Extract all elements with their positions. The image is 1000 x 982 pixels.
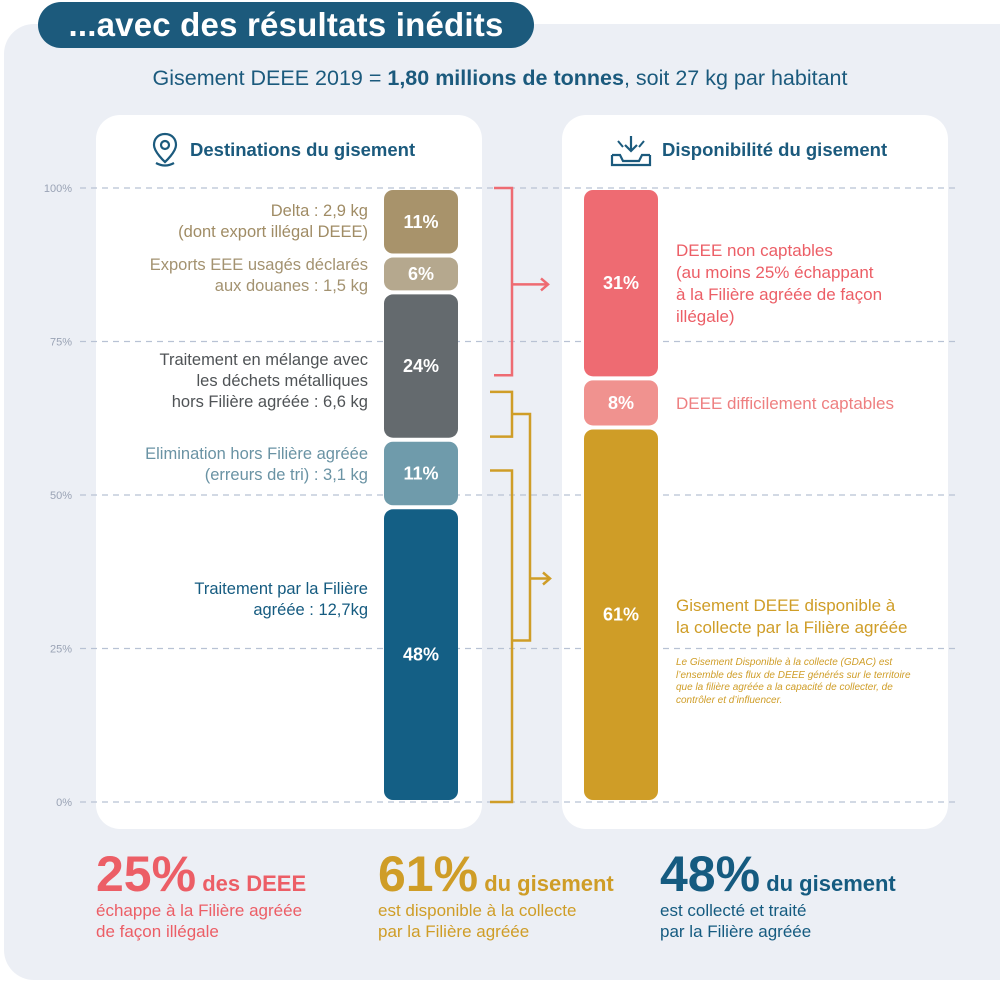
value-label-filiere: 48% — [403, 645, 439, 665]
segment-label-line: illégale) — [676, 307, 735, 326]
bottom-stat-line: par la Filière agréée — [378, 922, 530, 941]
segment-label-melange: Traitement en mélange avec les déchets mé… — [96, 350, 369, 413]
subtitle-prefix: Gisement DEEE 2019 = — [152, 66, 388, 90]
segment-label-line: Exports EEE usagés déclarés — [149, 256, 368, 274]
bottom-stat-subject: du gisement — [478, 871, 614, 896]
bottom-stat-line: est disponible à la collecte — [378, 901, 577, 920]
bottom-stat-3: 48% du gisement est collecté et traité par… — [660, 848, 896, 942]
segment-label-line: (dont export illégal DEEE) — [178, 223, 368, 241]
bottom-stat-value: 61% — [378, 846, 479, 902]
segment-label-line: agréée : 12,7kg — [253, 601, 368, 619]
disponibilite-title: Disponibilité du gisement — [662, 139, 888, 160]
bar-segment-non_captables — [584, 190, 658, 377]
segment-label-exports: Exports EEE usagés déclarés aux douanes :… — [96, 255, 368, 297]
y-tick-label: 50% — [50, 490, 72, 502]
segment-label-elimination: Elimination hors Filière agréée (erreurs … — [96, 444, 368, 486]
bottom-stat-2: 61% du gisement est disponible à la colle… — [378, 848, 614, 942]
location-pin-icon — [152, 132, 178, 167]
segment-label-line: (erreurs de tri) : 3,1 kg — [204, 466, 368, 484]
segment-label-line: à la Filière agréée de façon — [676, 285, 883, 304]
bar-segment-disponible — [584, 429, 658, 800]
segment-label-line: la collecte par la Filière agréée — [676, 618, 908, 637]
inbox-download-icon — [610, 136, 652, 167]
destinations-title: Destinations du gisement — [190, 139, 416, 160]
page-title: ...avec des résultats inédits — [38, 2, 534, 48]
value-label-elimination: 11% — [403, 464, 438, 484]
segment-label-line: Traitement par la Filière — [194, 580, 368, 598]
segment-label-line: DEEE non captables — [676, 241, 833, 260]
value-label-non_captables: 31% — [603, 273, 639, 293]
y-tick-label: 75% — [50, 337, 72, 349]
segment-label-line: Elimination hors Filière agréée — [145, 445, 368, 463]
bar-segment-filiere — [384, 509, 458, 800]
bottom-stat-subject: du gisement — [760, 871, 896, 896]
bottom-stat-headline: 61% du gisement — [378, 848, 614, 900]
bottom-stat-1: 25% des DEEE échappe à la Filière agréée d… — [96, 848, 306, 942]
segment-label-disponible: Gisement DEEE disponible à la collecte pa… — [676, 595, 946, 639]
segment-label-line: aux douanes : 1,5 kg — [214, 277, 368, 295]
value-label-melange: 24% — [403, 356, 439, 376]
value-label-delta: 11% — [403, 212, 438, 232]
segment-label-line: Delta : 2,9 kg — [270, 202, 368, 220]
bottom-stat-value: 48% — [660, 846, 761, 902]
bottom-stat-headline: 25% des DEEE — [96, 848, 306, 900]
value-label-difficilement: 8% — [608, 393, 634, 413]
bottom-stat-line: par la Filière agréée — [660, 922, 812, 941]
y-tick-label: 100% — [44, 183, 72, 195]
segment-label-line: (au moins 25% échappant — [676, 263, 874, 282]
disponibilite-heading: Disponibilité du gisement — [610, 135, 888, 167]
bottom-stat-subject: des DEEE — [196, 871, 307, 896]
segment-label-filiere: Traitement par la Filière agréée : 12,7kg — [96, 579, 368, 621]
bar-segment-melange — [384, 294, 458, 438]
arrowhead-non-captables — [540, 277, 550, 292]
gdac-note: Le Gisement Disponible à la collecte (GD… — [676, 657, 911, 706]
bracket-filiere-elimination — [490, 469, 514, 804]
segment-label-delta: Delta : 2,9 kg (dont export illégal DEEE) — [96, 201, 368, 243]
bottom-stat-value: 25% — [96, 846, 197, 902]
y-tick-label: 0% — [56, 797, 72, 809]
value-label-exports: 6% — [408, 264, 434, 284]
arrowhead-disponible — [542, 571, 552, 586]
segment-label-line: les déchets métalliques — [196, 372, 368, 390]
bottom-stat-line: de façon illégale — [96, 922, 219, 941]
subtitle-suffix: , soit 27 kg par habitant — [623, 66, 848, 90]
bottom-stat-line: est collecté et traité — [660, 901, 807, 920]
bracket-melange-part — [490, 390, 514, 438]
segment-label-difficilement: DEEE difficilement captables — [676, 393, 946, 415]
segment-label-line: hors Filière agréée : 6,6 kg — [171, 393, 368, 411]
bracket-connector — [512, 412, 532, 642]
segment-label-non_captables: DEEE non captables (au moins 25% échappan… — [676, 240, 946, 328]
bar-segment-difficilement — [584, 380, 658, 426]
segment-label-line: Traitement en mélange avec — [159, 351, 369, 369]
bar-segment-elimination — [384, 441, 458, 506]
subtitle: Gisement DEEE 2019 = 1,80 millions de to… — [0, 66, 1000, 91]
segment-label-line: DEEE difficilement captables — [676, 394, 894, 413]
subtitle-bold: 1,80 millions de tonnes — [387, 66, 624, 90]
segment-label-line: Gisement DEEE disponible à — [676, 596, 896, 615]
y-tick-label: 25% — [50, 644, 72, 656]
bottom-stat-line: échappe à la Filière agréée — [96, 901, 303, 920]
value-label-disponible: 61% — [603, 605, 639, 625]
bottom-stat-headline: 48% du gisement — [660, 848, 896, 900]
bar-segment-delta — [384, 190, 458, 254]
destinations-heading: Destinations du gisement — [150, 132, 416, 167]
bracket-non-captables — [494, 186, 514, 377]
bar-segment-exports — [384, 257, 458, 291]
